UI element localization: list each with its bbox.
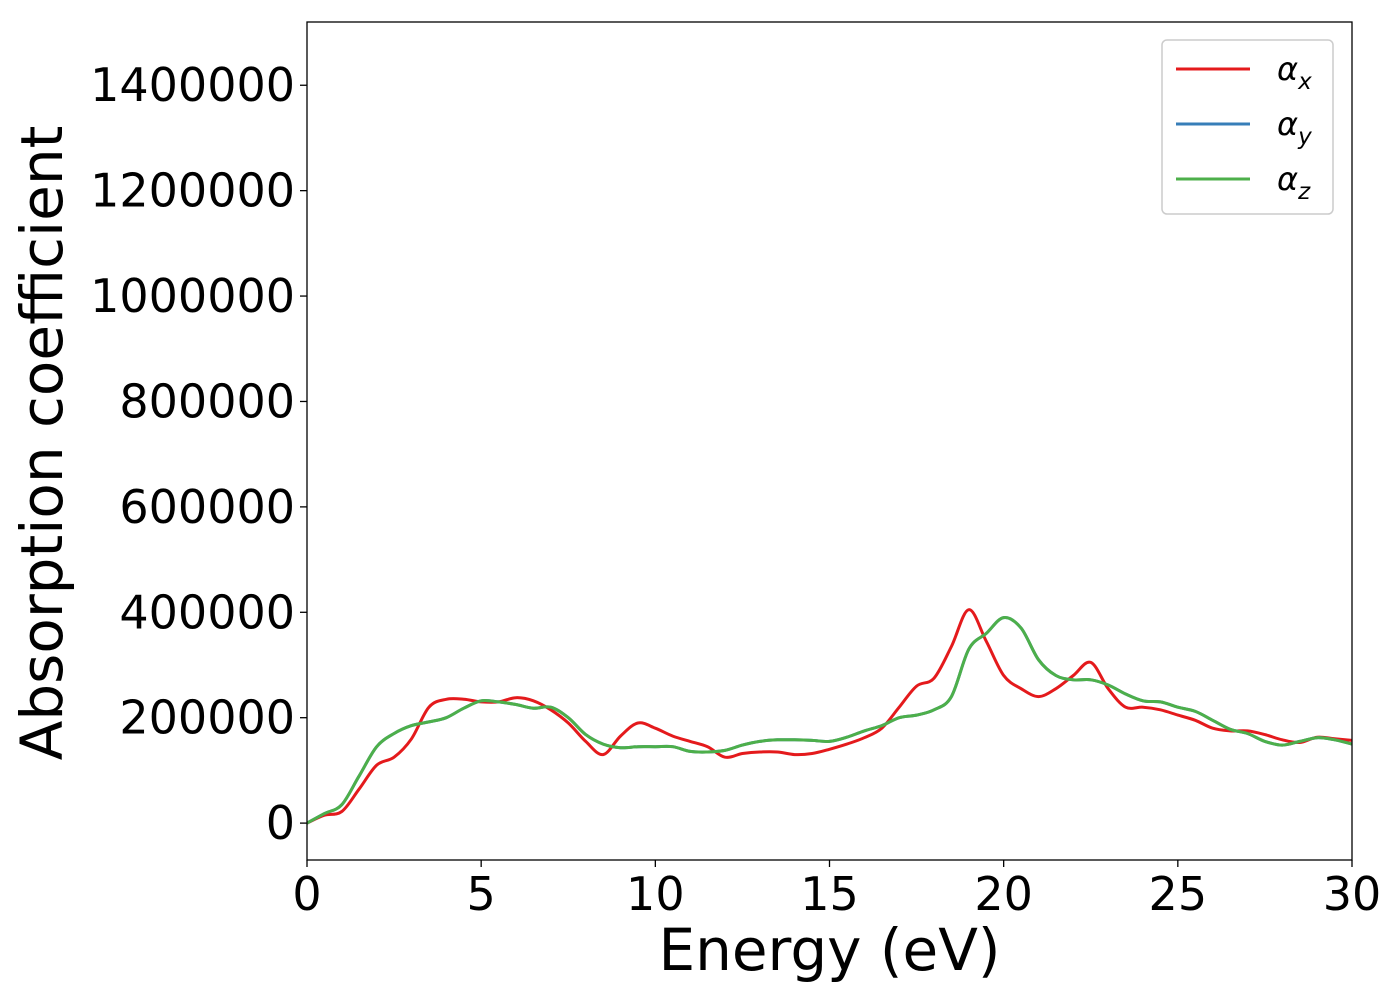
y-tick-label: 1000000 — [90, 269, 295, 323]
axes: 0 5 10 15 20 25 30 0 200000 400000 600000 800000 100… — [90, 21, 1382, 921]
legend-label-alpha-y: αy — [1277, 105, 1312, 150]
y-tick-label: 0 — [266, 796, 295, 850]
x-tick-label: 20 — [974, 867, 1033, 921]
legend-label-alpha-z: αz — [1277, 160, 1311, 205]
y-tick-label: 200000 — [119, 691, 295, 745]
x-tick-label: 15 — [800, 867, 859, 921]
y-tick-label: 600000 — [119, 480, 295, 534]
series-line-alpha-z — [307, 616, 1352, 825]
x-axis-title: Energy (eV) — [658, 916, 1000, 984]
legend-box — [1161, 39, 1334, 215]
y-tick-label: 1400000 — [90, 58, 295, 112]
legend: αx αy αz — [1161, 39, 1334, 215]
y-tick-label: 400000 — [119, 585, 295, 639]
x-tick-label: 25 — [1149, 867, 1208, 921]
y-tick-label: 800000 — [119, 374, 295, 428]
y-axis-title: Absorption coefficient — [8, 126, 76, 761]
y-tick-label: 1200000 — [90, 164, 295, 218]
x-tick-label: 30 — [1323, 867, 1382, 921]
x-tick-label: 0 — [292, 867, 321, 921]
legend-label-alpha-x: αx — [1277, 50, 1312, 95]
plot-area — [307, 608, 1352, 825]
x-tick-label: 5 — [467, 867, 496, 921]
series-line-alpha-x — [307, 608, 1352, 825]
x-tick-label: 10 — [626, 867, 685, 921]
